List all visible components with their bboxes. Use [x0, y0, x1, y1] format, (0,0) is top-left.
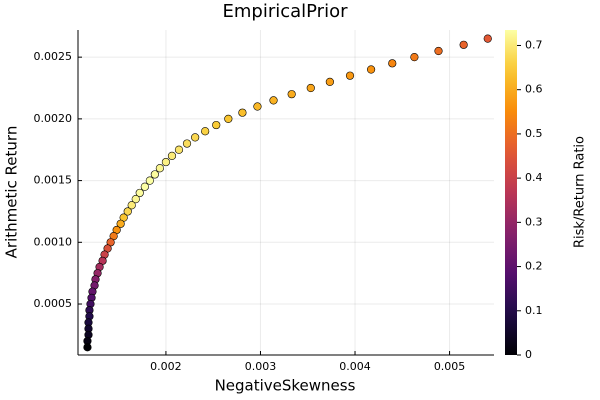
- point: [150, 170, 159, 179]
- y-tick-label: 0.0020: [34, 112, 73, 125]
- point: [238, 108, 247, 117]
- point: [182, 139, 192, 148]
- point: [123, 207, 132, 216]
- point: [155, 164, 164, 173]
- x-axis-label: NegativeSkewness: [215, 377, 356, 395]
- point: [135, 188, 144, 198]
- point: [191, 133, 200, 142]
- y-tick-label: 0.0005: [34, 297, 73, 310]
- y-tick-label: 0.0025: [34, 50, 73, 63]
- colorbar-tick-label: 0.1: [525, 304, 543, 317]
- colorbar-tick-label: 0.6: [525, 83, 543, 96]
- point: [287, 90, 296, 99]
- colorbar-tick-label: 0.3: [525, 215, 543, 228]
- colorbar-tick-label: 0.2: [525, 260, 543, 273]
- colorbar-tick-label: 0: [525, 348, 532, 361]
- point: [388, 59, 397, 68]
- point: [269, 96, 278, 105]
- point: [434, 46, 443, 56]
- point: [127, 201, 136, 210]
- point: [201, 127, 210, 136]
- point: [131, 195, 140, 204]
- colorbar: [505, 30, 517, 355]
- x-tick-label: 0.002: [150, 360, 182, 373]
- point: [325, 77, 334, 86]
- point: [253, 102, 262, 111]
- chart-title: EmpiricalPrior: [222, 1, 348, 22]
- point: [145, 176, 154, 185]
- point: [212, 120, 221, 130]
- y-tick-label: 0.0015: [34, 174, 73, 187]
- point: [161, 157, 171, 167]
- x-tick-label: 0.005: [434, 360, 466, 373]
- x-tick-label: 0.004: [339, 360, 371, 373]
- x-tick-label: 0.003: [245, 360, 277, 373]
- y-tick-label: 0.0010: [34, 235, 73, 248]
- point: [410, 53, 419, 62]
- colorbar-tick-label: 0.4: [525, 171, 543, 184]
- colorbar-tick-label: 0.5: [525, 127, 543, 140]
- point: [459, 40, 468, 49]
- colorbar-label: Risk/Return Ratio: [573, 136, 588, 248]
- point: [366, 65, 376, 74]
- point: [116, 219, 125, 228]
- point: [167, 151, 177, 161]
- point: [345, 71, 355, 80]
- colorbar-tick-label: 0.7: [525, 38, 543, 51]
- y-axis-label: Arithmetic Return: [3, 126, 21, 259]
- point: [140, 182, 149, 191]
- point: [306, 83, 315, 93]
- point: [483, 34, 492, 43]
- point: [224, 114, 233, 123]
- point: [83, 343, 92, 352]
- point: [174, 145, 184, 154]
